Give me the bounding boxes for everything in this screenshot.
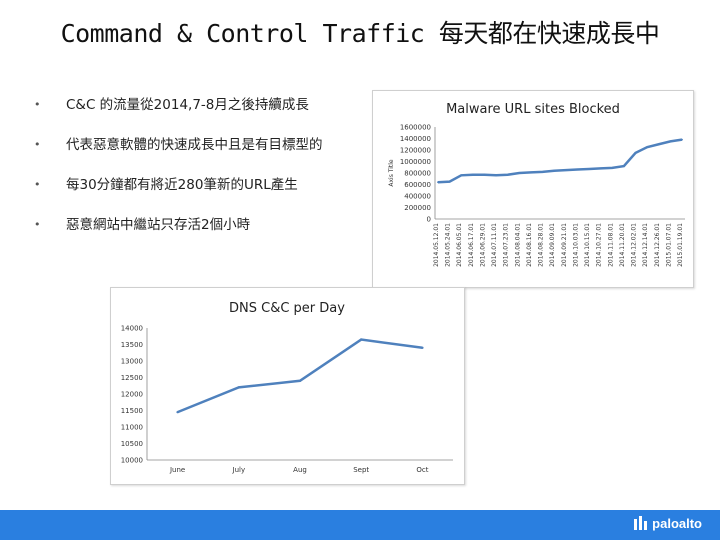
y-tick-label: 1000000 [400, 158, 431, 166]
y-tick-label: 10000 [121, 457, 143, 465]
x-tick-label: 2014.07.11.01 [491, 223, 498, 267]
bullet-icon: • [34, 138, 41, 151]
y-tick-label: 10500 [121, 440, 143, 448]
y-tick-label: 12500 [121, 374, 143, 382]
data-point [518, 172, 521, 174]
data-point [634, 151, 637, 154]
x-tick-label: 2014.10.03.01 [572, 223, 579, 267]
chart-title: Malware URL sites Blocked [446, 102, 620, 117]
dns-chart-svg: DNS C&C per Day 14000 13500 13000 12500 12000… [121, 301, 453, 474]
data-point [669, 140, 672, 143]
y-tick-label: 1200000 [400, 147, 431, 155]
bullet-item: • 代表惡意軟體的快速成長中且是有目標型的 [30, 136, 370, 154]
x-tick-label: 2014.11.08.01 [607, 223, 614, 267]
x-tick-label: 2014.06.17.01 [468, 223, 475, 267]
bullet-icon: • [34, 178, 41, 191]
y-tick-label: 11500 [121, 407, 143, 415]
x-tick-label: 2014.10.15.01 [584, 223, 591, 267]
malware-chart-svg: Malware URL sites Blocked Axis Title 16000… [388, 102, 685, 267]
data-point [176, 410, 179, 414]
y-tick-label: 11000 [121, 424, 143, 432]
x-tick-label: 2014.12.02.01 [631, 223, 638, 267]
x-tick-label: July [232, 466, 246, 474]
bullet-icon: • [34, 218, 41, 231]
y-tick-label: 12000 [121, 391, 143, 399]
slide-title: Command & Control Traffic 每天都在快速成長中 [60, 19, 660, 48]
y-axis-title: Axis Title [388, 159, 395, 187]
malware-chart: Malware URL sites Blocked Axis Title 16000… [372, 90, 694, 288]
chart-title: DNS C&C per Day [229, 301, 345, 316]
x-tick-label: Aug [293, 466, 307, 474]
x-tick-label: 2014.05.24.01 [445, 223, 452, 267]
data-point [421, 346, 424, 349]
series-line [437, 138, 683, 184]
x-tick-label: 2014.12.26.01 [654, 223, 661, 267]
y-tick-label: 600000 [404, 181, 431, 189]
x-tick-label: 2014.08.28.01 [538, 223, 545, 267]
series-line [177, 338, 423, 414]
data-point [448, 180, 451, 183]
x-tick-label: Sept [353, 466, 369, 474]
data-point [471, 173, 474, 176]
x-tick-label: 2014.12.14.01 [642, 223, 649, 267]
x-tick-label: 2014.05.12.01 [433, 223, 440, 267]
data-point [483, 173, 486, 176]
y-tick-label: 400000 [404, 193, 431, 201]
data-point [437, 181, 439, 184]
y-tick-label: 13000 [121, 358, 143, 366]
data-point [495, 174, 497, 177]
x-tick-label: 2015.01.07.01 [665, 223, 672, 267]
bullet-item: • 每30分鐘都有將近280筆新的URL產生 [30, 176, 370, 194]
data-point [646, 146, 649, 149]
data-point [588, 168, 590, 170]
y-tick-label: 0 [427, 216, 431, 224]
bullet-text: C&C 的流量從2014,7-8月之後持續成長 [66, 97, 309, 113]
bullet-list: • C&C 的流量從2014,7-8月之後持續成長 • 代表惡意軟體的快速成長中且是… [30, 96, 370, 256]
y-tick-label: 800000 [404, 170, 431, 178]
data-point [611, 166, 614, 169]
bullet-item: • 惡意網站中繼站只存活2個小時 [30, 216, 370, 234]
data-point [460, 174, 463, 177]
data-point [657, 143, 660, 146]
bullet-text: 惡意網站中繼站只存活2個小時 [66, 217, 251, 233]
data-point [360, 338, 363, 341]
y-tick-label: 14000 [121, 325, 143, 333]
data-point [681, 138, 683, 141]
data-point [541, 170, 544, 173]
data-point [237, 386, 240, 389]
data-point [576, 168, 579, 171]
data-point [623, 165, 625, 167]
y-tick-label: 1400000 [400, 135, 431, 143]
dns-chart: DNS C&C per Day 14000 13500 13000 12500 12000… [110, 287, 465, 485]
x-tick-label: 2014.06.05.01 [456, 223, 463, 267]
logo-text: paloalto [652, 515, 702, 531]
data-point [553, 169, 556, 172]
data-point [564, 169, 567, 172]
data-point [298, 379, 302, 382]
bullet-text: 代表惡意軟體的快速成長中且是有目標型的 [66, 137, 323, 153]
x-tick-label: 2014.06.29.01 [479, 223, 486, 267]
bullet-text: 每30分鐘都有將近280筆新的URL產生 [66, 177, 298, 193]
x-tick-label: 2014.08.16.01 [526, 223, 533, 267]
x-tick-label: 2014.07.23.01 [503, 223, 510, 267]
x-tick-label: 2014.11.20.01 [619, 223, 626, 267]
x-tick-label: 2014.09.21.01 [561, 223, 568, 267]
x-tick-label: 2014.09.09.01 [549, 223, 556, 267]
x-tick-label: June [169, 466, 185, 474]
x-tick-label: 2015.01.19.01 [677, 223, 684, 267]
paloalto-logo-icon [634, 516, 648, 530]
y-tick-label: 13500 [121, 341, 143, 349]
paloalto-logo: paloalto [634, 515, 702, 531]
y-tick-label: 200000 [404, 204, 431, 212]
x-tick-label: 2014.10.27.01 [596, 223, 603, 267]
data-point [506, 173, 509, 176]
x-tick-label: 2014.08.04.01 [514, 223, 521, 267]
bullet-icon: • [34, 98, 41, 111]
data-point [530, 171, 532, 174]
data-point [599, 167, 602, 170]
bullet-item: • C&C 的流量從2014,7-8月之後持續成長 [30, 96, 370, 114]
y-tick-label: 1600000 [400, 124, 431, 132]
x-tick-label: Oct [416, 466, 428, 474]
footer-bar: paloalto [0, 510, 720, 540]
